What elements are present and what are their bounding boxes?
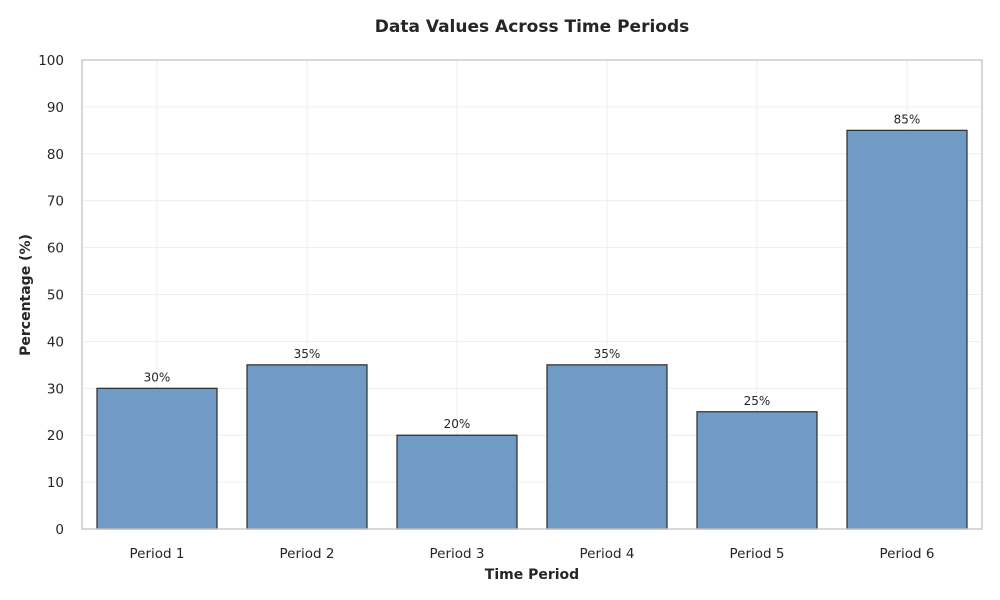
bar-6 (846, 129, 968, 530)
y-tick-label: 60 (47, 241, 64, 257)
y-tick-label: 100 (38, 53, 64, 69)
y-tick-label: 0 (55, 522, 64, 538)
bar-1 (96, 387, 218, 530)
y-axis-label: Percentage (%) (18, 234, 34, 356)
bar-5 (696, 411, 818, 530)
y-tick-label: 30 (47, 381, 64, 397)
y-tick-label: 70 (47, 194, 64, 210)
x-axis-label: Time Period (485, 567, 579, 583)
y-tick-labels: 0 10 20 30 40 50 60 70 80 90 100 (38, 53, 64, 538)
bar-value-label: 85% (894, 112, 921, 126)
y-tick-label: 20 (47, 428, 64, 444)
plot-frame (81, 59, 983, 530)
y-tick-label: 40 (47, 334, 64, 350)
bar-value-label: 25% (744, 394, 771, 408)
bar-3 (396, 434, 518, 530)
bar-2 (246, 364, 368, 530)
labels-layer: 30% 35% 20% 35% 25% 85% (144, 112, 921, 431)
bar-4 (546, 364, 668, 530)
y-tick-label: 50 (47, 288, 64, 304)
x-tick-label: Period 3 (430, 546, 485, 562)
chart-title: Data Values Across Time Periods (375, 17, 690, 37)
y-tick-label: 90 (47, 100, 64, 116)
x-tick-label: Period 1 (130, 546, 185, 562)
x-tick-label: Period 2 (280, 546, 335, 562)
y-tick-label: 10 (47, 475, 64, 491)
bar-value-label: 35% (294, 347, 321, 361)
x-tick-label: Period 6 (880, 546, 935, 562)
bar-value-label: 20% (444, 417, 471, 431)
bars-layer (96, 129, 968, 530)
x-tick-labels: Period 1 Period 2 Period 3 Period 4 Period 5… (130, 546, 935, 562)
y-tick-label: 80 (47, 147, 64, 163)
bar-value-label: 30% (144, 370, 171, 384)
bar-value-label: 35% (594, 347, 621, 361)
x-tick-label: Period 5 (730, 546, 785, 562)
x-tick-label: Period 4 (580, 546, 635, 562)
